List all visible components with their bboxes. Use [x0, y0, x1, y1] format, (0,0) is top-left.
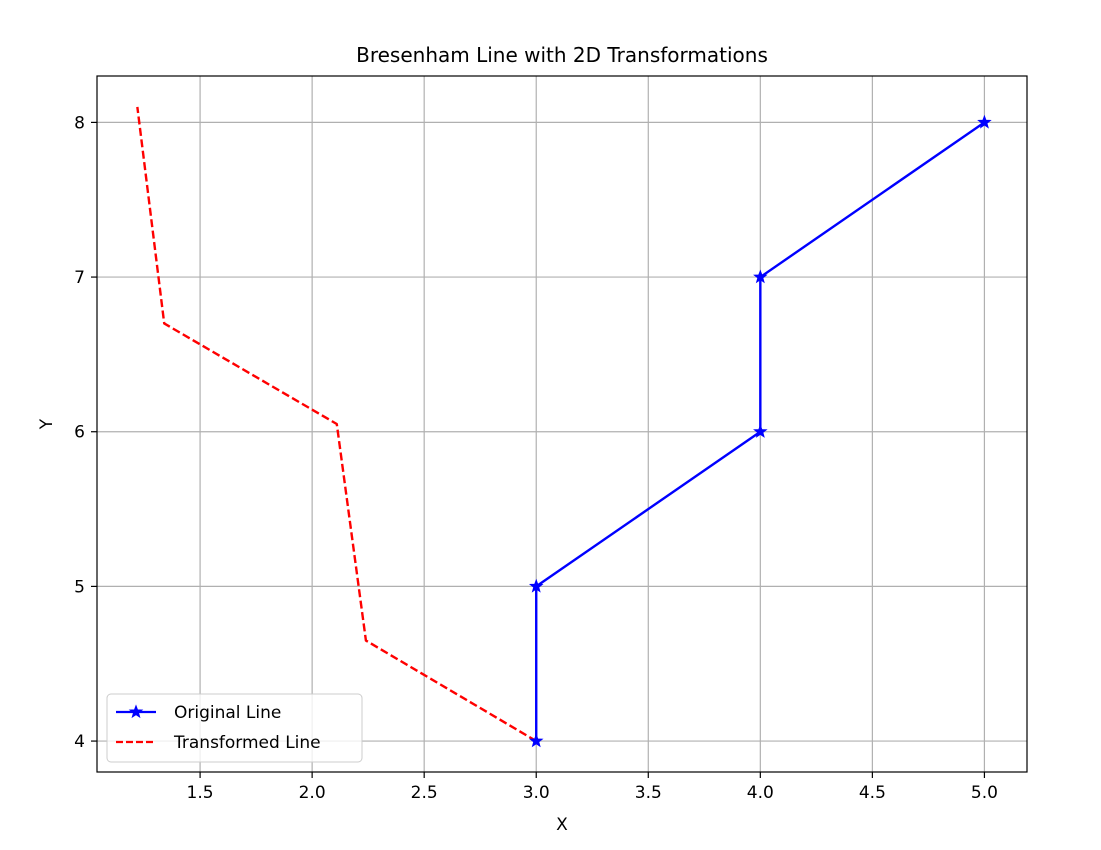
series-transformed-line — [136, 106, 537, 743]
data-point-original-line — [753, 424, 768, 438]
x-tick-label: 2.5 — [411, 783, 438, 803]
chart-title: Bresenham Line with 2D Transformations — [356, 43, 768, 67]
legend-marker-original-line — [128, 704, 144, 719]
y-tick-label: 8 — [74, 113, 85, 133]
series-layer — [136, 106, 992, 748]
y-axis-label: Y — [37, 418, 57, 430]
y-tick-label: 6 — [74, 423, 85, 443]
x-tick-label: 5.0 — [971, 783, 998, 803]
data-point-original-line — [753, 269, 768, 284]
legend: Original Line Transformed Line — [106, 693, 363, 763]
plot-frame — [96, 75, 1028, 773]
legend-label-transformed-line: Transformed Line — [173, 733, 321, 753]
x-tick-label: 4.0 — [747, 783, 774, 803]
data-point-original-line — [528, 733, 544, 748]
x-tick-label: 3.5 — [635, 783, 662, 803]
y-tick-label: 4 — [74, 732, 85, 752]
x-tick-label: 1.5 — [187, 783, 214, 803]
ticks: 1.5 2.0 2.5 3.0 3.5 4.0 4.5 5.0 4 5 6 7 8 — [74, 113, 998, 803]
legend-box — [106, 693, 363, 763]
x-tick-label: 2.0 — [299, 783, 326, 803]
y-tick-label: 7 — [74, 268, 85, 288]
plot-area — [97, 76, 1027, 772]
x-axis-label: X — [556, 815, 568, 835]
data-point-original-line — [528, 578, 544, 593]
y-tick-label: 5 — [74, 577, 85, 597]
data-point-original-line — [977, 114, 992, 129]
x-tick-label: 3.0 — [523, 783, 550, 803]
x-tick-label: 4.5 — [859, 783, 886, 803]
legend-label-original-line: Original Line — [174, 703, 281, 723]
